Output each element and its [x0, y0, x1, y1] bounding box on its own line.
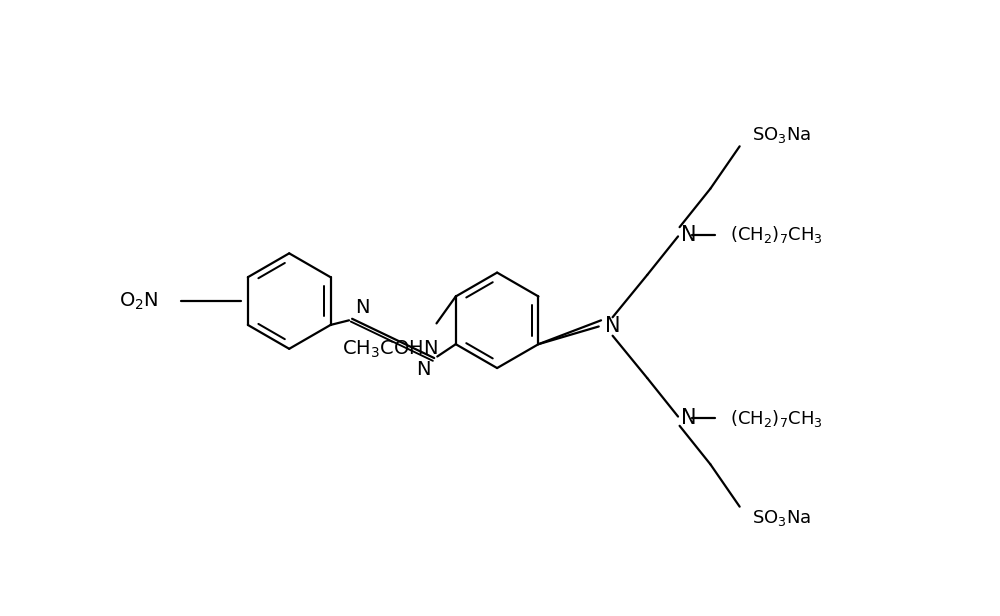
- Text: $\mathregular{(CH_2)_7CH_3}$: $\mathregular{(CH_2)_7CH_3}$: [730, 408, 823, 429]
- Text: $\mathregular{SO_3Na}$: $\mathregular{SO_3Na}$: [752, 508, 812, 528]
- Text: N: N: [681, 408, 697, 428]
- Text: $\mathregular{O_2N}$: $\mathregular{O_2N}$: [119, 290, 158, 312]
- Text: N: N: [681, 225, 697, 245]
- Text: $\mathregular{(CH_2)_7CH_3}$: $\mathregular{(CH_2)_7CH_3}$: [730, 224, 823, 245]
- Text: N: N: [355, 298, 370, 317]
- Text: N: N: [417, 360, 431, 379]
- Text: $\mathregular{SO_3Na}$: $\mathregular{SO_3Na}$: [752, 125, 812, 145]
- Text: $\mathregular{CH_3COHN}$: $\mathregular{CH_3COHN}$: [342, 339, 438, 360]
- Text: N: N: [605, 317, 620, 336]
